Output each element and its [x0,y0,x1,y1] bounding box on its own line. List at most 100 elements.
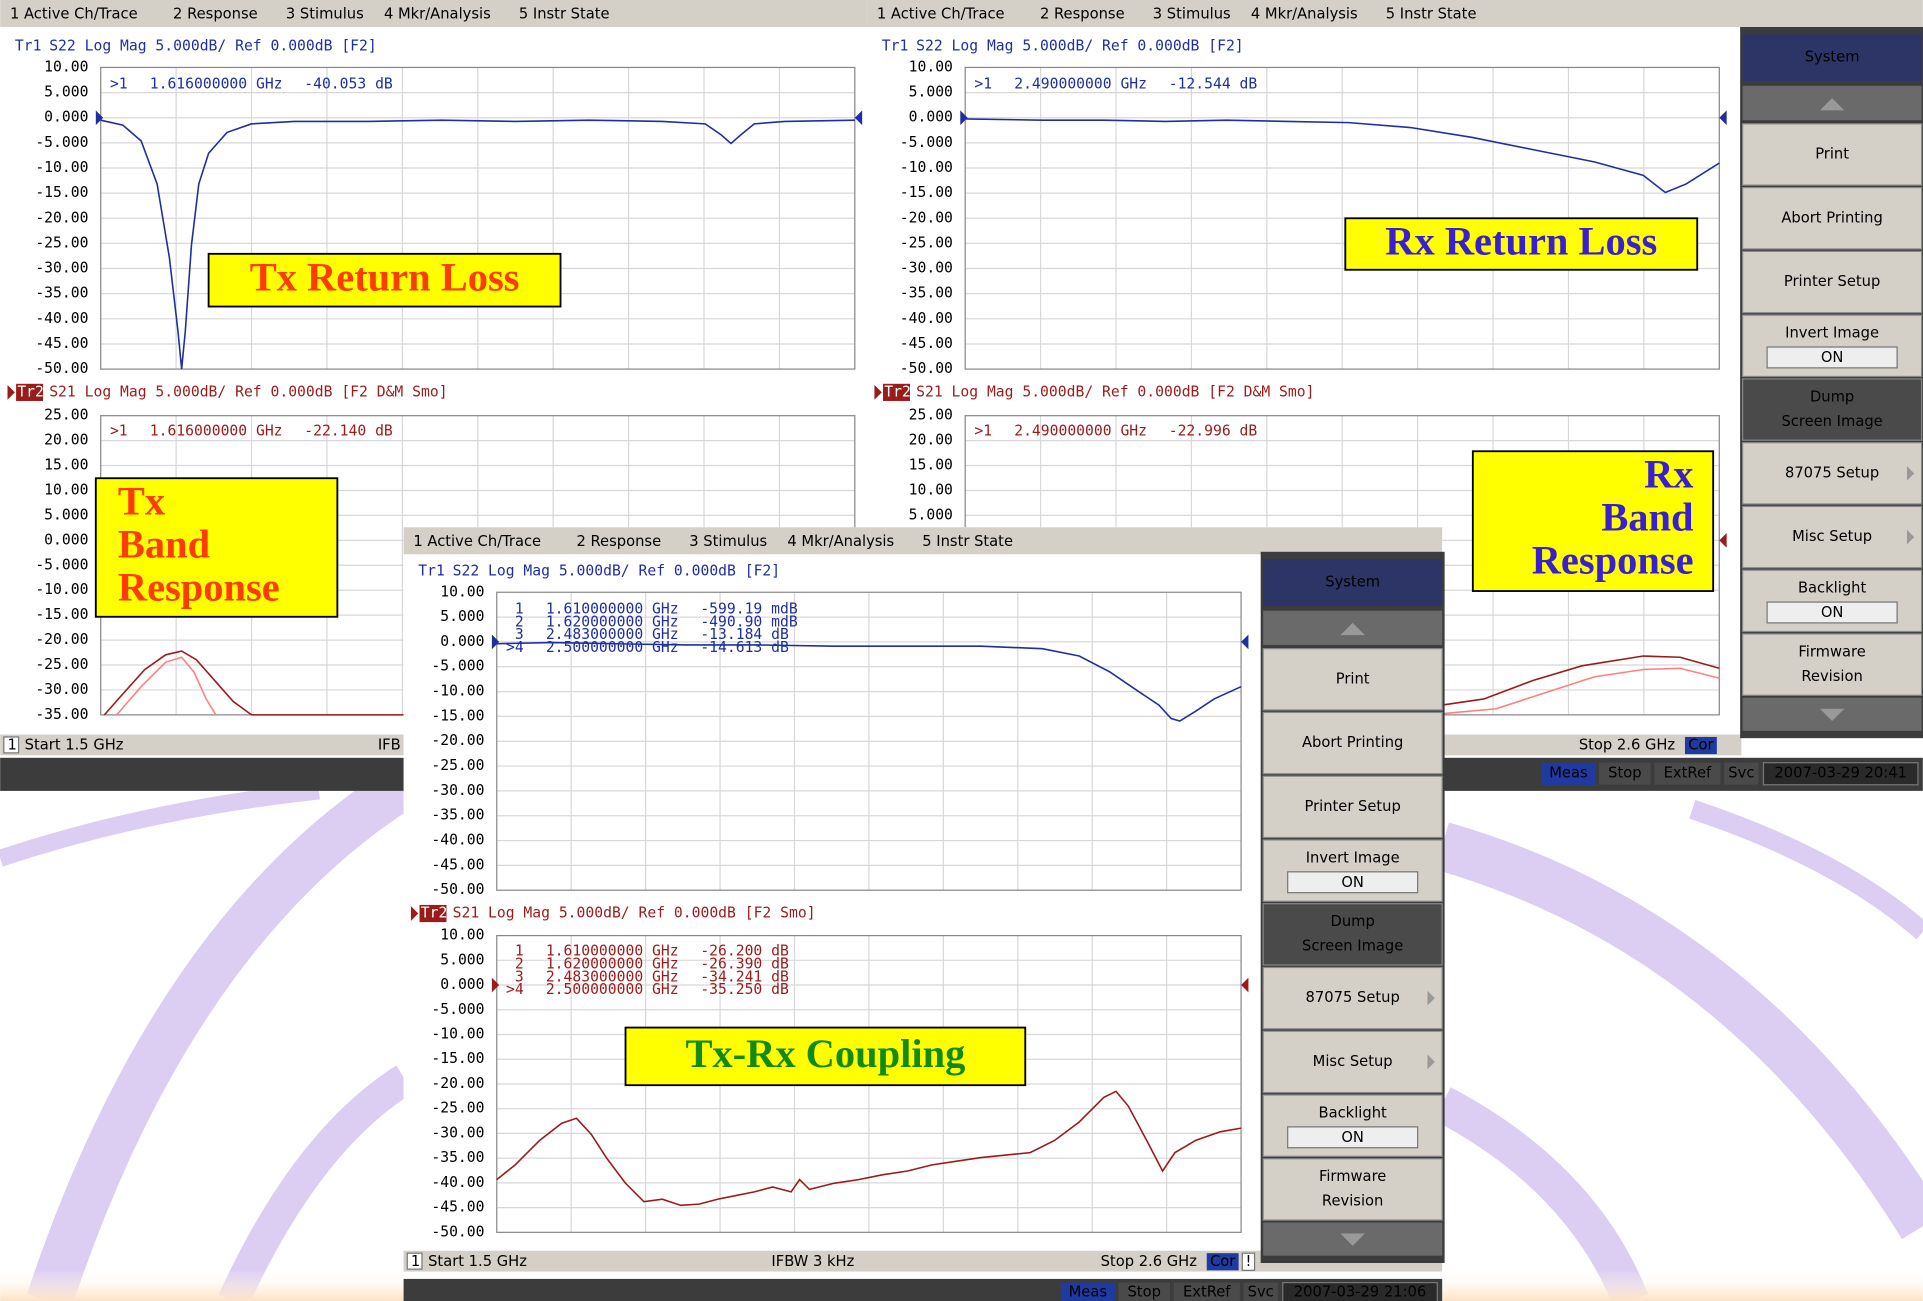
y-tick-label: 15.00 [44,457,88,474]
trace-header: S22 Log Mag 5.000dB/ Ref 0.000dB [F2] [916,38,1244,55]
y-tick-label: -20.00 [35,631,88,648]
marker-value: -599.19 mdB [700,600,798,617]
y-tick-label: -15.00 [35,606,88,623]
y-tick-label: 25.00 [44,407,88,424]
y-tick-label: -30.00 [431,782,484,799]
menu-item[interactable]: 3 Stimulus [1153,6,1231,23]
marker-value: -490.90 mdB [700,613,798,630]
y-tick-label: -10.00 [431,683,484,700]
softkey-panel: System Print Abort Printing Printer Setup In… [1260,551,1445,1263]
softkey[interactable] [1741,250,1923,314]
down-arrow [1340,1233,1365,1246]
y-tick-label: 0.000 [440,633,484,650]
softkey[interactable] [1262,1158,1443,1221]
y-tick-label: -20.00 [35,209,88,226]
plot-frame [100,66,856,370]
softkey-label: Screen Image [1302,938,1403,955]
softkey[interactable] [1262,711,1443,775]
y-tick-label: 5.000 [44,84,88,101]
y-tick-label: -10.00 [35,581,88,598]
arc [1435,822,1923,1240]
softkey[interactable] [1262,775,1443,839]
marker-id: >1 [974,76,992,93]
softkey[interactable] [1741,378,1923,441]
y-tick-label: -20.00 [431,732,484,749]
menu-item[interactable]: 1 Active Ch/Trace [877,6,1005,23]
softkey[interactable] [1741,505,1923,569]
marker-freq: 2.483000000 GHz [546,626,679,643]
softkey-label: Backlight [1798,580,1867,597]
ref-arrow [491,977,500,993]
y-tick-label: 0.000 [440,976,484,993]
trace-label: Tr1 [15,38,42,55]
y-tick-label: -15.00 [431,1050,484,1067]
menu-item[interactable]: 4 Mkr/Analysis [384,6,491,23]
softkey[interactable] [1741,186,1923,250]
ref-arrow [1241,977,1249,993]
softkey[interactable] [1741,442,1923,505]
channel-box [406,1252,423,1270]
tx-band-response-box [94,477,339,618]
y-tick-label: -25.00 [431,757,484,774]
menu-bar [403,527,1443,555]
active-arrow [7,385,15,400]
softkey-label: Print [1336,670,1370,687]
menu-item[interactable]: 5 Instr State [1386,6,1477,23]
menu-item[interactable]: 5 Instr State [519,6,610,23]
softkey[interactable] [1262,903,1443,966]
y-tick-label: 5.000 [440,608,484,625]
trace-label: Tr2 [17,383,44,400]
cor-indicator: Cor [1210,1253,1236,1270]
menu-item[interactable]: 4 Mkr/Analysis [787,533,894,550]
trace-curve [965,118,1720,194]
softkey-state: ON [1341,874,1364,891]
softkey[interactable] [1741,633,1923,696]
y-tick-label: 5.000 [440,951,484,968]
menu-item[interactable]: 1 Active Ch/Trace [10,6,138,23]
menu-item[interactable]: 5 Instr State [922,533,1013,550]
stop-freq: Stop 2.6 GHz [1101,1253,1198,1270]
tx-rx-coupling: Tx-Rx Coupling [685,1031,965,1076]
datetime-box [1282,1281,1438,1301]
softkey[interactable] [1262,648,1443,711]
indicator: Stop [1127,1283,1160,1300]
trace-header: S22 Log Mag 5.000dB/ Ref 0.000dB [F2] [453,562,781,579]
y-tick-label: -30.00 [35,681,88,698]
softkey[interactable] [1262,1030,1443,1094]
annotation: Tx-Rx Coupling [624,1026,1027,1087]
marker-freq: 2.500000000 GHz [546,981,679,998]
tx-return-loss: Tx Return Loss [250,255,520,300]
menu-item[interactable]: 3 Stimulus [286,6,364,23]
menu-item[interactable]: 1 Active Ch/Trace [413,533,541,550]
y-tick-label: -15.00 [431,707,484,724]
softkey-label: Dump [1331,913,1375,930]
softkey[interactable] [1262,966,1443,1030]
menu-item[interactable]: 4 Mkr/Analysis [1251,6,1358,23]
menu-item[interactable]: 3 Stimulus [689,533,767,550]
marker-freq: 2.490000000 GHz [1014,76,1147,93]
ref-arrow [1719,532,1727,548]
menu-item[interactable]: 2 Response [173,6,258,23]
softkey[interactable] [1741,123,1923,186]
trace-label-box [883,383,910,401]
y-tick-label: -35.00 [431,807,484,824]
indicator: Meas [1549,765,1587,782]
menu-item[interactable]: 2 Response [1040,6,1125,23]
indicator-box [1724,762,1759,785]
softkey-label: Abort Printing [1781,209,1882,226]
channel-number: 1 [8,737,17,754]
y-tick-label: -20.00 [431,1075,484,1092]
menu-item[interactable]: 2 Response [576,533,661,550]
y-tick-label: -15.00 [900,184,953,201]
menu-bar [867,0,1923,27]
alert-box [1241,1252,1256,1271]
marker-freq: 1.610000000 GHz [546,943,679,960]
softkey-label: Backlight [1319,1104,1388,1121]
y-tick-label: 10.00 [909,481,953,498]
decor-arcs [0,765,1923,1301]
ref-arrow [95,110,104,126]
softkey-label: Abort Printing [1302,734,1403,751]
softkey-label: Printer Setup [1304,798,1400,815]
